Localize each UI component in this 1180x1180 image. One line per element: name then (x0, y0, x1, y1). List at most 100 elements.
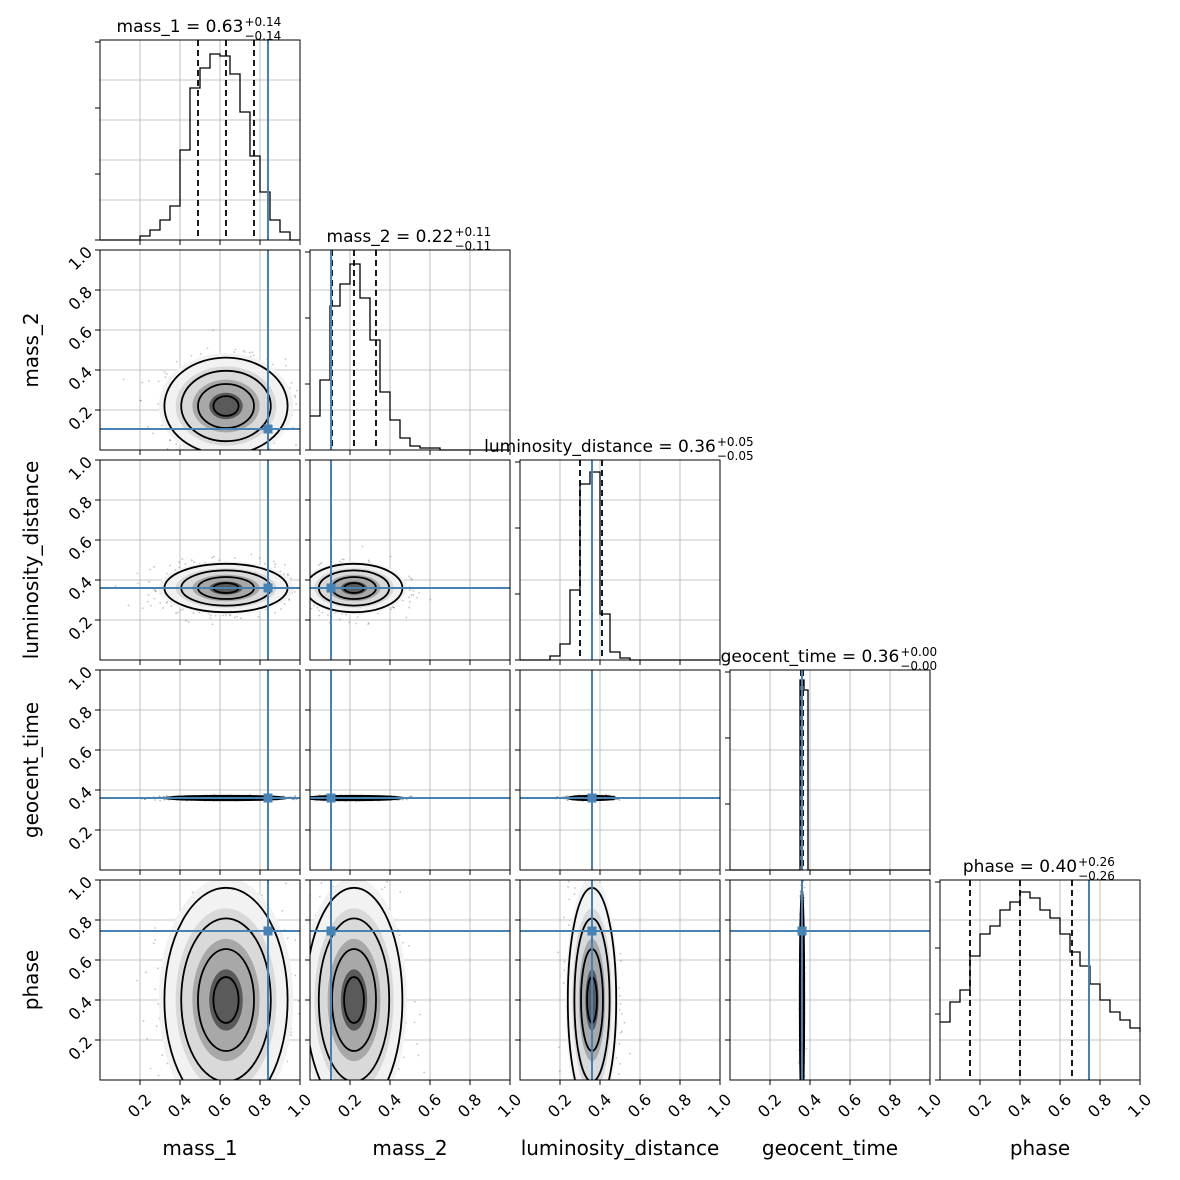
sample-point (156, 403, 159, 405)
sample-point (303, 797, 305, 799)
sample-point (252, 453, 254, 455)
sample-point (190, 354, 193, 357)
sample-point (293, 394, 296, 397)
sample-point (305, 563, 307, 565)
title-plus: +0.14 (244, 15, 281, 29)
sample-point (175, 612, 177, 615)
sample-point (157, 380, 160, 383)
sample-point (141, 381, 144, 384)
sample-point (345, 613, 348, 616)
sample-point (234, 348, 237, 351)
sample-point (294, 396, 297, 398)
sample-point (305, 596, 307, 598)
sample-point (302, 592, 304, 594)
sample-point (165, 794, 168, 797)
title-minus: −0.14 (244, 29, 281, 43)
sample-point (212, 329, 215, 332)
sample-point (338, 618, 341, 621)
sample-point (169, 564, 172, 567)
sample-point (193, 561, 195, 563)
sample-point (305, 798, 307, 800)
sample-point (283, 603, 286, 605)
sample-point (127, 604, 130, 607)
histogram-luminosity_distance (520, 471, 720, 661)
sample-point (207, 454, 209, 456)
sample-point (181, 608, 184, 611)
sample-point (179, 609, 182, 611)
sample-point (290, 381, 293, 384)
sample-point (410, 795, 413, 798)
sample-point (165, 572, 168, 575)
sample-point (303, 798, 305, 800)
sample-point (289, 602, 291, 604)
panel-content (100, 460, 307, 660)
sample-point (169, 439, 171, 441)
sample-point (251, 351, 254, 354)
sample-point (250, 553, 253, 556)
sample-point (289, 577, 292, 580)
sample-point (136, 572, 139, 575)
sample-point (165, 373, 168, 375)
sample-point (257, 615, 260, 618)
sample-point (208, 498, 210, 500)
x-tick-label: 0.8 (1084, 1090, 1115, 1121)
title-plus: +0.00 (900, 645, 937, 659)
sample-point (291, 464, 293, 466)
panel-frame (309, 249, 511, 451)
sample-point (243, 457, 245, 459)
scatter-panel-mass_1-vs-mass_2: 0.20.40.60.81.0 (65, 243, 301, 500)
sample-point (165, 602, 168, 605)
sample-point (222, 614, 225, 617)
sample-point (302, 599, 304, 601)
sample-point (273, 566, 276, 568)
sample-point (307, 589, 309, 591)
sample-point (318, 614, 321, 617)
sample-point (178, 566, 181, 569)
sample-point (342, 558, 345, 561)
title-plus: +0.05 (717, 435, 754, 449)
sample-point (307, 597, 309, 599)
sample-point (206, 347, 209, 350)
sample-point (301, 588, 303, 590)
hist-panel-mass_2: mass_2 = 0.22 +0.11−0.11 (305, 225, 511, 455)
sample-point (307, 571, 309, 573)
sample-point (214, 614, 217, 617)
sample-point (341, 558, 344, 561)
sample-point (307, 589, 309, 591)
panel-title-phase: phase = 0.40 (963, 857, 1077, 877)
sample-point (307, 606, 309, 608)
sample-point (355, 622, 358, 625)
panel-frame (729, 669, 931, 871)
sample-point (305, 798, 307, 800)
sample-point (361, 545, 364, 548)
sample-point (308, 797, 310, 799)
sample-point (354, 800, 357, 803)
y-tick-label: 0.2 (65, 403, 96, 434)
sample-point (174, 568, 177, 571)
panel-content (289, 460, 510, 660)
sample-point (158, 464, 160, 466)
sample-point (175, 443, 178, 446)
panel-content (303, 670, 510, 870)
sample-point (389, 555, 392, 558)
sample-point (153, 597, 156, 600)
sample-point (140, 399, 142, 402)
sample-point (159, 799, 162, 802)
sample-point (289, 386, 291, 389)
sample-point (197, 454, 199, 456)
hist-panel-luminosity_distance: luminosity_distance = 0.36 +0.05−0.05 (484, 435, 754, 665)
sample-point (154, 590, 157, 593)
sample-point (408, 589, 411, 592)
sample-point (163, 798, 166, 801)
sample-point (310, 607, 313, 610)
sample-point (209, 617, 212, 620)
sample-point (164, 376, 167, 378)
sample-point (416, 596, 419, 599)
sample-point (612, 799, 614, 802)
scatter-panel-mass_1-vs-luminosity_distance: 0.20.40.60.81.0 (65, 453, 307, 665)
histogram-mass_1 (100, 53, 300, 241)
truth-marker (263, 793, 273, 803)
sample-point (175, 360, 178, 363)
sample-point (405, 798, 408, 801)
sample-point (147, 425, 150, 428)
